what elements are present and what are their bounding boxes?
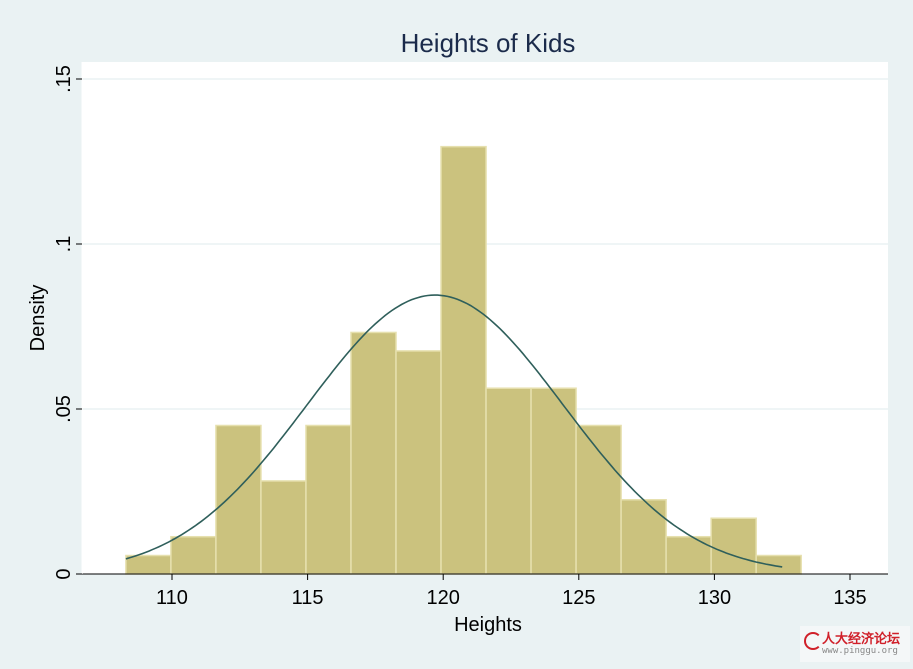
histogram-bar: [485, 387, 532, 575]
histogram-bar: [215, 424, 262, 575]
x-tick-label: 125: [562, 587, 595, 609]
histogram-bar: [395, 350, 442, 575]
histogram-bar: [440, 145, 487, 575]
histogram-bar: [710, 517, 757, 575]
watermark: 人大经济论坛 www.pinggu.org: [800, 626, 910, 662]
histogram-bar: [125, 554, 172, 575]
x-tick-label: 120: [427, 587, 460, 609]
y-tick-label: 0: [53, 568, 75, 579]
histogram-bar: [665, 535, 712, 575]
y-tick-label: .1: [53, 236, 75, 253]
y-tick-label: .15: [53, 65, 75, 93]
watermark-url: www.pinggu.org: [822, 646, 898, 656]
watermark-logo-icon: [804, 632, 822, 650]
chart-title: Heights of Kids: [401, 28, 576, 58]
x-tick-label: 135: [833, 587, 866, 609]
y-tick-label: .05: [53, 395, 75, 423]
histogram-bar: [575, 424, 622, 575]
x-tick-label: 110: [156, 587, 188, 609]
x-tick-label: 115: [292, 587, 324, 609]
x-tick-label: 130: [698, 587, 731, 609]
y-axis-label: Density: [27, 285, 49, 352]
histogram-bar: [530, 387, 577, 575]
histogram-bar: [170, 535, 217, 575]
normal-density-curve: [125, 294, 783, 568]
histogram-bar: [620, 499, 667, 575]
histogram-bar: [755, 554, 802, 575]
x-axis-label: Heights: [454, 614, 522, 636]
histogram-bar: [260, 480, 307, 575]
histogram-bar: [350, 331, 397, 575]
histogram-bar: [305, 424, 352, 575]
watermark-name: 人大经济论坛: [822, 631, 901, 646]
